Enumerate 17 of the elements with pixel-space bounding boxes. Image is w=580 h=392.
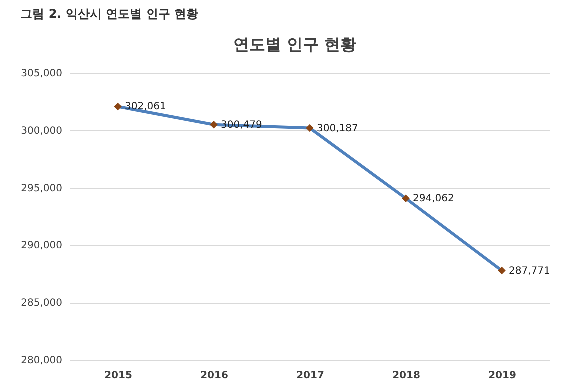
x-tick-label: 2019 — [488, 370, 516, 382]
y-tick-label: 305,000 — [21, 68, 62, 80]
y-tick-label: 295,000 — [21, 183, 62, 194]
chart-title: 연도별 인구 현황 — [233, 35, 357, 54]
y-tick-label: 280,000 — [21, 356, 62, 366]
data-label: 287,771 — [509, 266, 550, 277]
data-label: 294,062 — [413, 194, 454, 205]
caption: 그림 2. 익산시 연도별 인구 현황 — [20, 7, 198, 21]
x-tick-label: 2016 — [200, 370, 228, 382]
data-label: 302,061 — [125, 102, 166, 113]
x-tick-label: 2015 — [104, 370, 132, 382]
y-tick-label: 290,000 — [21, 240, 62, 252]
x-tick-label: 2017 — [296, 370, 324, 382]
y-tick-label: 285,000 — [21, 298, 62, 310]
y-tick-label: 300,000 — [21, 126, 62, 137]
data-label: 300,187 — [317, 123, 358, 134]
x-tick-label: 2018 — [392, 370, 420, 382]
